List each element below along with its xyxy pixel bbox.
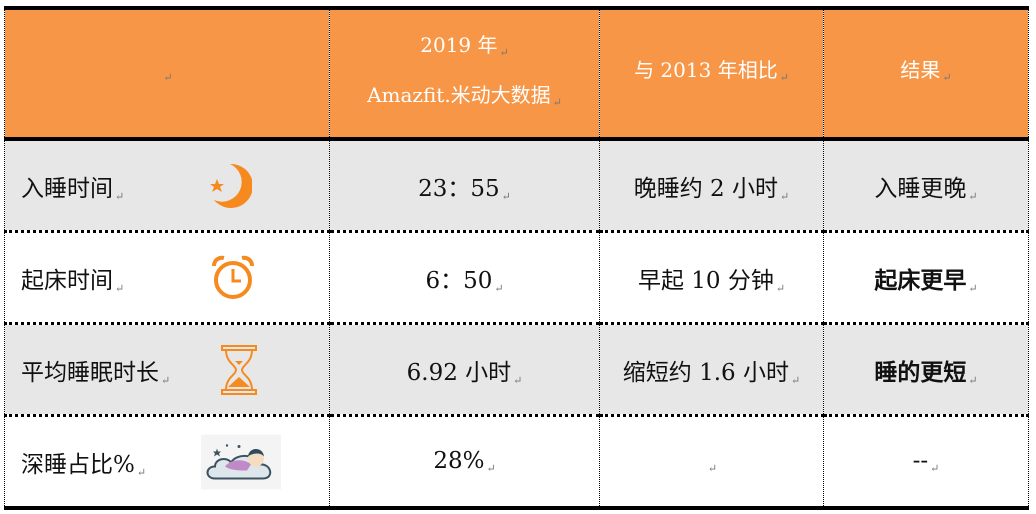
- table-row: 入睡时间 ↵ 23：55 ↵ 晚睡约 2 小时 ↵ 入睡更晚 ↵: [4, 139, 1029, 233]
- table-row: 深睡占比% ↵ 28% ↵ ↵ -- ↵: [4, 415, 1029, 510]
- header-empty-cell: ↵: [4, 6, 330, 141]
- header-row: ↵ 2019 年 ↵ Amazfit.米动大数据 ↵ 与 2013 年相比 ↵ 结果 ↵: [4, 6, 1029, 141]
- row-label: 平均睡眠时长: [21, 359, 159, 386]
- row-result: --: [912, 448, 929, 474]
- cell-text: 与 2013 年相比: [634, 57, 778, 82]
- row-value: 28%: [433, 448, 485, 474]
- cell-text: Amazfit.米动大数据: [367, 82, 551, 107]
- cell-text: 2019 年: [420, 32, 498, 57]
- moon-star-icon: [210, 163, 252, 208]
- paragraph-mark: ↵: [968, 281, 978, 295]
- table-cell: 6：50 ↵: [329, 231, 600, 325]
- row-result: 起床更早: [874, 266, 967, 294]
- row-compare: 晚睡约 2 小时: [633, 175, 779, 202]
- paragraph-mark: ↵: [968, 373, 978, 387]
- header-result: 结果 ↵: [823, 6, 1029, 141]
- paragraph-mark: ↵: [790, 373, 801, 387]
- paragraph-mark: ↵: [707, 462, 718, 475]
- row-label: 起床时间: [21, 267, 113, 294]
- row-label: 深睡占比%: [21, 451, 135, 478]
- table-row: 平均睡眠时长 ↵ 6.92 小时 ↵ 缩短约 1.6 小时 ↵ 睡的更短 ↵: [4, 323, 1029, 417]
- table-cell: 起床更早 ↵: [823, 231, 1029, 325]
- paragraph-mark: ↵: [501, 189, 511, 203]
- paragraph-mark: ↵: [779, 70, 789, 84]
- row-compare: 早起 10 分钟: [637, 267, 774, 294]
- table-cell: 28% ↵: [329, 415, 600, 510]
- paragraph-mark: ↵: [115, 189, 125, 203]
- paragraph-mark: ↵: [942, 70, 952, 84]
- paragraph-mark: ↵: [163, 70, 173, 84]
- sleep-data-table: ↵ 2019 年 ↵ Amazfit.米动大数据 ↵ 与 2013 年相比 ↵ 结果 ↵ …: [4, 6, 1029, 510]
- paragraph-mark: ↵: [552, 95, 562, 109]
- paragraph-mark: ↵: [136, 465, 147, 479]
- table-cell: 深睡占比% ↵: [4, 415, 330, 510]
- table-cell: 23：55 ↵: [329, 139, 600, 233]
- table-cell: 入睡更晚 ↵: [823, 139, 1029, 233]
- table-row: 起床时间 ↵ 6：50 ↵ 早起 10 分钟 ↵ 起床更早 ↵: [4, 231, 1029, 325]
- table-cell: 平均睡眠时长 ↵: [4, 323, 330, 417]
- row-value: 6：50: [425, 267, 493, 294]
- table-cell: 缩短约 1.6 小时 ↵: [599, 323, 824, 417]
- header-compare: 与 2013 年相比 ↵: [599, 6, 824, 141]
- alarm-clock-icon: [212, 255, 254, 299]
- table-cell: 6.92 小时 ↵: [329, 323, 600, 417]
- table-cell: 晚睡约 2 小时 ↵: [599, 139, 824, 233]
- paragraph-mark: ↵: [930, 462, 940, 475]
- row-label: 入睡时间: [21, 175, 113, 202]
- paragraph-mark: ↵: [115, 281, 125, 295]
- paragraph-mark: ↵: [513, 373, 523, 387]
- paragraph-mark: ↵: [494, 281, 504, 295]
- table-cell: 早起 10 分钟 ↵: [599, 231, 824, 325]
- header-2019: 2019 年 ↵ Amazfit.米动大数据 ↵: [329, 6, 600, 141]
- table-cell: 入睡时间 ↵: [4, 139, 330, 233]
- row-value: 6.92 小时: [406, 359, 512, 386]
- table-cell: 睡的更短 ↵: [823, 323, 1029, 417]
- paragraph-mark: ↵: [486, 462, 496, 475]
- paragraph-mark: ↵: [968, 189, 978, 203]
- row-compare: 缩短约 1.6 小时: [622, 359, 789, 386]
- paragraph-mark: ↵: [161, 373, 171, 387]
- paragraph-mark: ↵: [780, 189, 790, 203]
- cell-text: 结果: [900, 57, 941, 82]
- table-cell: 起床时间 ↵: [4, 231, 330, 325]
- table-cell: ↵: [599, 415, 824, 510]
- table-cell: -- ↵: [823, 415, 1029, 510]
- row-result: 睡的更短: [874, 358, 967, 386]
- paragraph-mark: ↵: [499, 45, 509, 59]
- row-value: 23：55: [418, 175, 500, 202]
- paragraph-mark: ↵: [775, 281, 786, 295]
- row-result: 入睡更晚: [874, 175, 967, 202]
- sleeping-child-cloud-icon: [201, 434, 281, 489]
- hourglass-icon: [221, 344, 257, 395]
